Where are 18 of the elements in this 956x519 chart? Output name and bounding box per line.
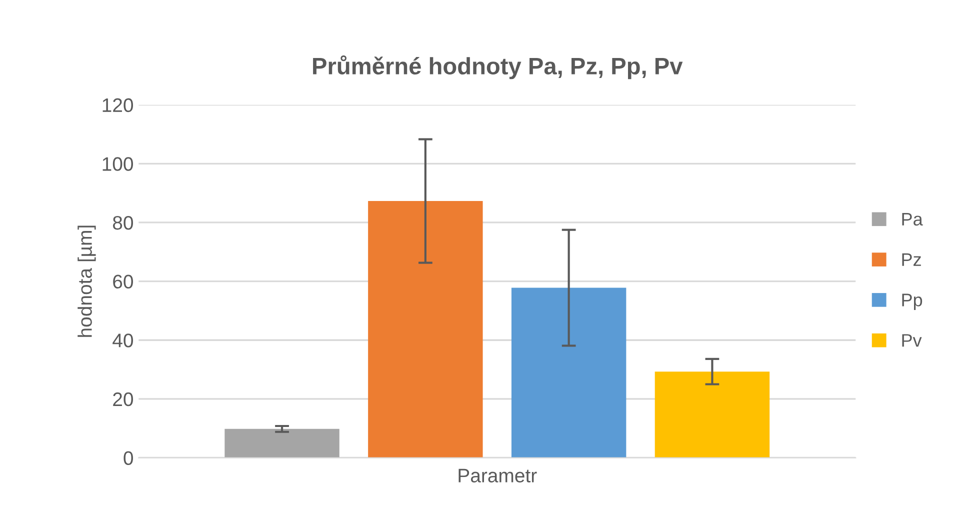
legend-label: Pp (902, 294, 922, 310)
chart-title: Průměrné hodnoty Pa, Pz, Pp, Pv (313, 55, 683, 80)
x-axis-title: Parametr (458, 468, 537, 482)
y-tick-label: 40 (112, 334, 133, 348)
y-tick-label: 20 (113, 392, 133, 406)
legend-label: Pv (902, 334, 922, 347)
y-tick-label: 60 (113, 274, 133, 289)
y-axis-title: hodnota [µm] (78, 226, 96, 337)
y-tick-label: 80 (112, 216, 133, 230)
bar (224, 428, 340, 458)
legend-label: Pa (902, 212, 923, 226)
bar (511, 288, 626, 458)
y-tick-label: 100 (102, 157, 133, 171)
bar (368, 201, 483, 458)
y-tick-label: 0 (124, 451, 133, 465)
legend-label: Pz (902, 253, 921, 266)
bar (654, 372, 770, 458)
y-tick-label: 120 (102, 98, 133, 112)
